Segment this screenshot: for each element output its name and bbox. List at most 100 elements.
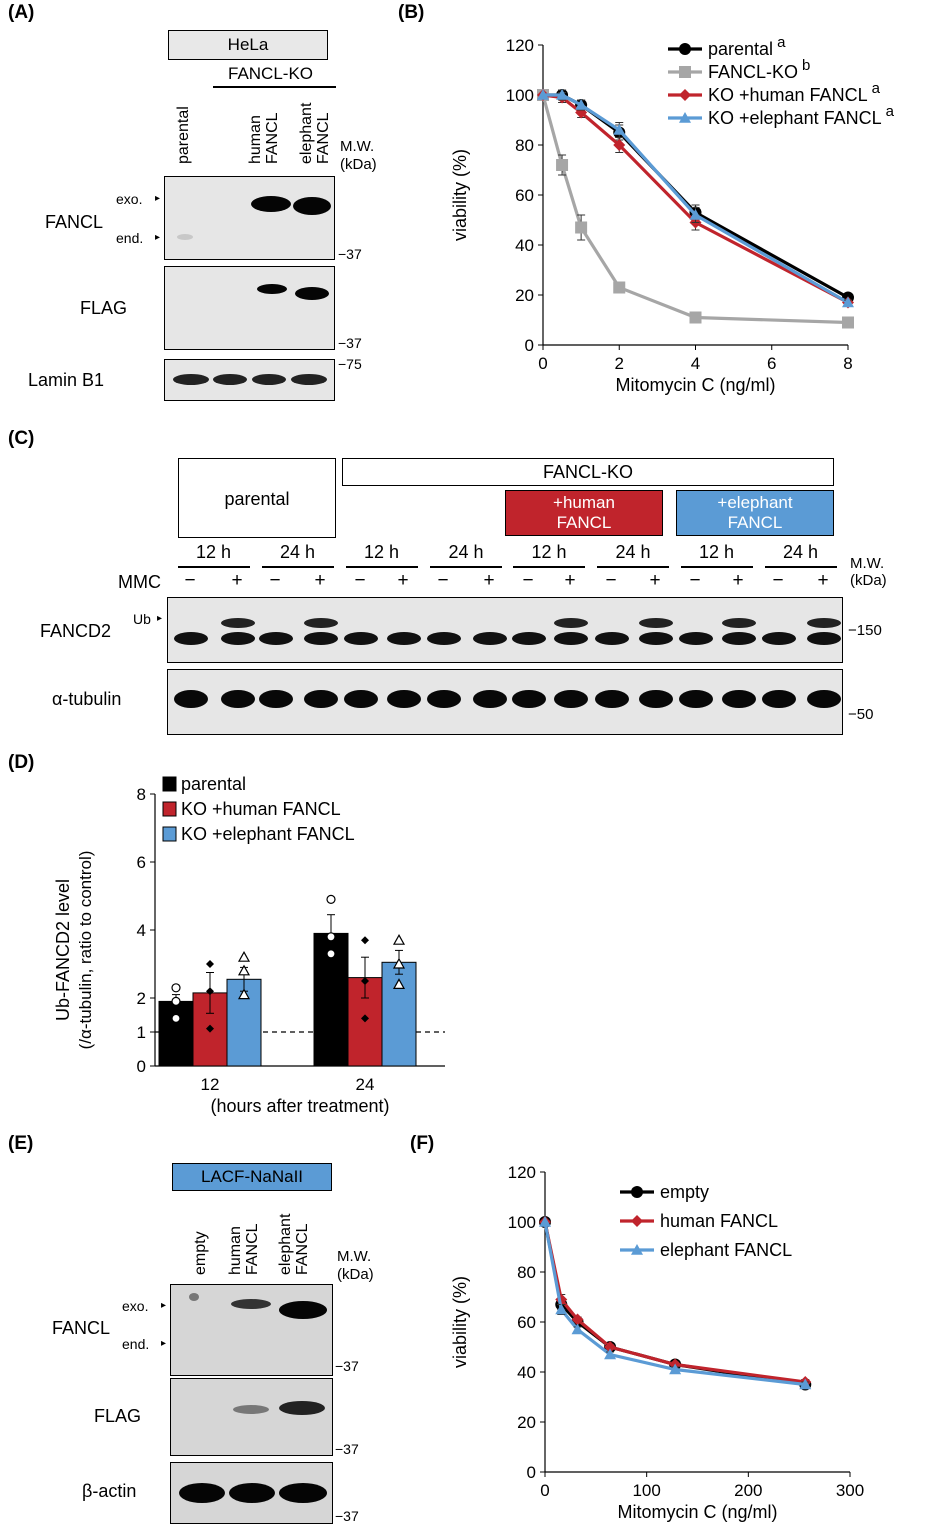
replicate-point <box>171 1013 181 1023</box>
band <box>807 690 841 708</box>
data-point <box>575 221 588 234</box>
band <box>762 690 796 708</box>
y-tick-label: 40 <box>515 236 534 255</box>
band <box>344 690 378 708</box>
y-tick-label: 2 <box>137 989 146 1008</box>
y-tick-label: 40 <box>517 1363 536 1382</box>
band <box>807 618 841 628</box>
band <box>595 632 629 645</box>
legend-label: elephant FANCL <box>660 1240 792 1260</box>
y-tick-label: 80 <box>517 1263 536 1282</box>
legend-superscript: a <box>886 103 895 120</box>
y-tick-label: 6 <box>137 853 146 872</box>
panel-c-time-underline <box>597 566 669 568</box>
mmc-plus: + <box>817 570 829 591</box>
y-tick-label: 60 <box>517 1313 536 1332</box>
x-tick-label: 12 <box>201 1075 220 1094</box>
replicate-point <box>171 996 181 1006</box>
replicate-point <box>392 957 406 969</box>
panel-c-time-underline <box>177 566 250 568</box>
x-tick-label: 2 <box>615 354 624 373</box>
x-tick-label: 200 <box>734 1481 762 1500</box>
y-axis-label: Ub-FANCD2 level <box>55 879 73 1021</box>
band <box>639 632 673 645</box>
band <box>722 618 756 628</box>
band <box>233 1405 269 1414</box>
data-point <box>613 124 626 135</box>
panel-e-mw-unit: (kDa) <box>337 1266 374 1283</box>
legend-marker <box>631 1215 643 1227</box>
data-point <box>842 316 854 329</box>
panel-e-fancl-blot <box>170 1284 333 1376</box>
band <box>177 234 193 240</box>
panel-a-group-label: FANCL-KO <box>228 64 314 83</box>
panel-c-ko-box: FANCL-KO <box>342 458 834 486</box>
panel-c-fancd2-label: FANCD2 <box>40 621 112 641</box>
replicate-point <box>326 894 336 904</box>
band <box>554 618 588 628</box>
band <box>251 196 291 212</box>
panel-c-tubulin-label: α-tubulin <box>52 689 122 709</box>
band <box>679 690 713 708</box>
panel-a-mw-unit: (kDa) <box>340 156 377 173</box>
panel-c-mw-150: −150 <box>848 622 882 639</box>
series-1: human FANCL <box>539 1211 812 1388</box>
panel-a-flag-blot <box>164 266 335 350</box>
panel-c-elephant: +elephant FANCL <box>717 493 793 532</box>
legend-label: parental <box>708 39 773 59</box>
data-point <box>604 1341 617 1353</box>
panel-c-human: +human FANCL <box>553 493 615 532</box>
band <box>473 690 507 708</box>
x-tick-label: 6 <box>767 354 776 373</box>
legend-marker <box>679 89 691 101</box>
panel-c-time-underline <box>764 566 837 568</box>
data-point <box>556 89 569 100</box>
panel-c-time-underline <box>345 566 418 568</box>
replicate-point <box>206 1024 214 1033</box>
series-2: elephant FANCL <box>539 1216 812 1390</box>
panel-e-mw-37a: −37 <box>335 1358 359 1374</box>
band <box>279 1401 325 1415</box>
y-tick-label: 8 <box>137 785 146 804</box>
legend-swatch <box>162 826 177 842</box>
panel-c-time-label: 24 h <box>782 542 819 562</box>
band <box>344 632 378 645</box>
panel-c-time-underline <box>261 566 334 568</box>
panel-a-lane-2: human FANCL <box>247 112 281 164</box>
y-tick-label: 20 <box>515 286 534 305</box>
band <box>174 632 208 645</box>
panel-e-actin-label: β-actin <box>82 1481 137 1501</box>
band <box>174 690 208 708</box>
panel-c-time-label: 12 h <box>195 542 232 562</box>
panel-e-cell-line: LACF-NaNaII <box>200 1167 304 1186</box>
mmc-minus: − <box>437 570 449 591</box>
band <box>554 690 588 708</box>
panel-c-elephant-box: +elephant FANCL <box>676 490 834 536</box>
panel-c-time-underline <box>513 566 585 568</box>
x-tick-label: 300 <box>836 1481 864 1500</box>
data-point <box>537 89 549 100</box>
data-point <box>539 1216 551 1227</box>
panel-c-time-label: 24 h <box>279 542 316 562</box>
arrow-right-icon: ▸ <box>161 1338 167 1349</box>
panel-a-lamin-label: Lamin B1 <box>28 370 105 390</box>
band <box>295 287 329 300</box>
panel-c-time-label: 12 h <box>363 542 400 562</box>
legend-marker <box>679 112 691 123</box>
y-tick-label: 120 <box>506 36 534 55</box>
replicate-point <box>392 978 406 989</box>
x-tick-label: 8 <box>843 354 852 373</box>
data-point <box>556 159 569 171</box>
chart-b: 0 20 40 60 80 100 120 0 2 4 6 8 Mitomycin C (ng/ml) v… <box>450 34 895 395</box>
band <box>639 618 673 628</box>
panel-c-time-label: 12 h <box>698 542 735 562</box>
y-tick-label: 120 <box>508 1163 536 1182</box>
legend-label: empty <box>660 1182 709 1202</box>
legend-marker <box>679 43 691 55</box>
mmc-plus: + <box>483 570 495 591</box>
x-axis-label: Mitomycin C (ng/ml) <box>617 1502 777 1522</box>
band <box>179 1483 225 1503</box>
replicate-point <box>206 987 214 996</box>
mmc-minus: − <box>184 570 196 591</box>
